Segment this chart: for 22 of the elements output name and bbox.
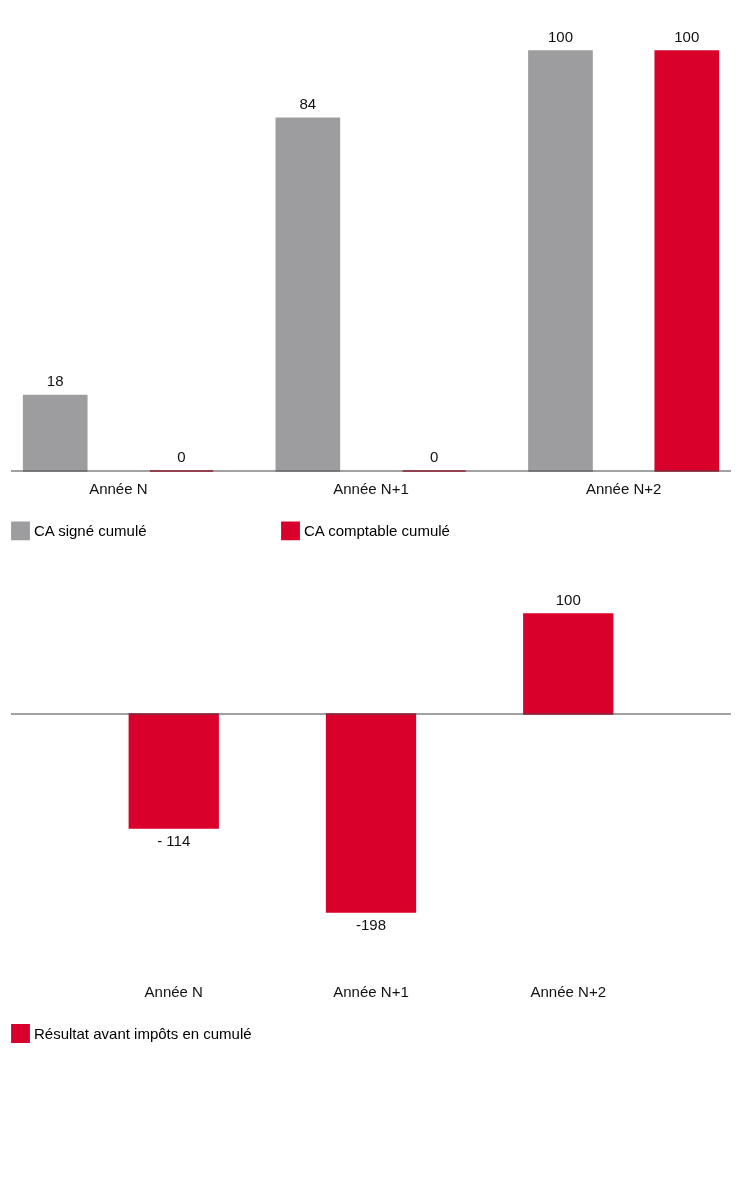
data-label: 100	[674, 28, 700, 45]
bar	[275, 117, 341, 472]
bar	[528, 50, 593, 472]
x-tick-label: Année N	[89, 479, 148, 497]
bar	[654, 50, 720, 472]
data-label: -198	[355, 916, 387, 933]
data-label: 84	[299, 95, 317, 113]
x-tick-label: Année N+1	[333, 479, 409, 497]
legend-label: CA signé cumulé	[34, 521, 147, 539]
data-label: 100	[555, 591, 581, 608]
x-tick-label: Année N+1	[333, 982, 409, 1000]
x-tick-label: Année N+2	[530, 982, 606, 1000]
data-label: 100	[547, 28, 573, 45]
data-label: - 114	[157, 832, 191, 849]
bar	[22, 394, 88, 472]
data-label: 18	[46, 372, 64, 390]
data-label: 0	[429, 448, 439, 465]
x-tick-label: Année N	[144, 982, 203, 1000]
legend-label: Résultat avant impôts en cumulé	[34, 1024, 252, 1042]
legend-label: CA comptable cumulé	[304, 521, 450, 539]
x-tick-label: Année N+2	[585, 479, 662, 497]
data-label: 0	[177, 448, 186, 465]
